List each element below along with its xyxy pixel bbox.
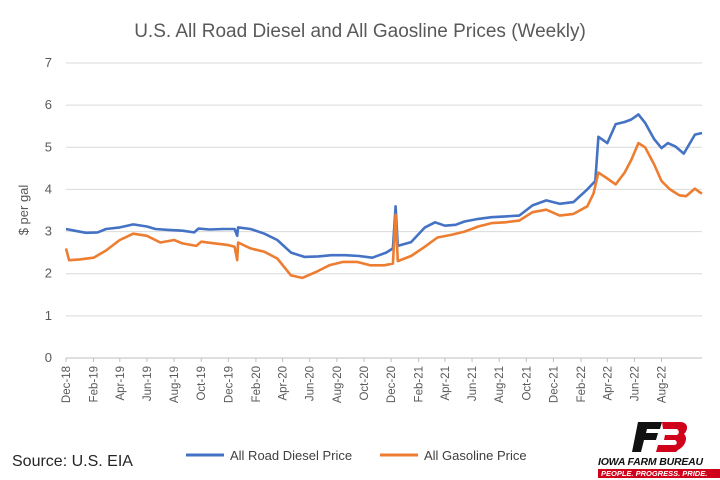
y-tick-label: 5: [45, 139, 52, 154]
x-tick-label: Aug-19: [169, 366, 181, 403]
gridlines: [66, 62, 702, 359]
x-tick-label: Dec-19: [223, 366, 235, 403]
y-tick-label: 2: [45, 266, 52, 281]
x-tick-label: Apr-20: [278, 366, 290, 401]
legend: All Road Diesel Price All Gasoline Price: [186, 448, 527, 463]
x-tick-label: Oct-20: [359, 366, 371, 401]
series-line-gasoline: [64, 141, 703, 280]
x-tick-label: Feb-21: [414, 366, 426, 402]
chart-title: U.S. All Road Diesel and All Gaosline Pr…: [134, 21, 586, 42]
x-tick-label: Jun-21: [467, 366, 479, 401]
x-tick-label: Feb-19: [89, 366, 101, 402]
x-tick-label: Apr-21: [440, 366, 452, 401]
x-axis-ticks: Dec-18 Feb-19 Apr-19 Jun-19 Aug-19 Oct-19 Dec-…: [61, 358, 669, 403]
source-note: Source: U.S. EIA: [12, 453, 133, 470]
x-tick-label: Aug-21: [494, 366, 506, 403]
x-tick-label: Jun-20: [305, 366, 317, 401]
x-tick-label: Dec-18: [61, 366, 73, 403]
x-tick-label: Feb-22: [576, 366, 588, 402]
legend-label-gasoline: All Gasoline Price: [424, 448, 527, 463]
x-tick-label: Apr-22: [602, 366, 614, 401]
y-tick-label: 3: [45, 224, 52, 239]
y-tick-label: 7: [45, 55, 52, 70]
logo-name: IOWA FARM BUREAU: [598, 456, 703, 468]
x-tick-label: Jun-22: [629, 366, 641, 401]
x-tick-label: Dec-20: [386, 366, 398, 403]
x-tick-label: Apr-19: [115, 366, 127, 401]
iowa-farm-bureau-logo: IOWA FARM BUREAU PEOPLE. PROGRESS. PRIDE…: [598, 420, 720, 480]
series-lines: [64, 113, 703, 280]
y-axis-ticks: 0 1 2 3 4 5 6 7: [45, 55, 52, 365]
y-tick-label: 1: [45, 308, 52, 323]
x-tick-label: Jun-19: [142, 366, 154, 401]
x-tick-label: Dec-21: [548, 366, 560, 403]
farm-bureau-logo-icon: [632, 422, 688, 452]
logo-tagline: PEOPLE. PROGRESS. PRIDE.: [598, 469, 720, 478]
x-tick-label: Oct-19: [196, 366, 208, 401]
legend-label-diesel: All Road Diesel Price: [230, 448, 352, 463]
x-tick-label: Aug-22: [657, 366, 669, 403]
y-axis-label: $ per gal: [16, 185, 31, 236]
series-line-diesel: [65, 113, 703, 259]
x-tick-label: Oct-21: [521, 366, 533, 401]
y-tick-label: 4: [45, 181, 52, 196]
x-tick-label: Aug-20: [332, 366, 344, 403]
y-tick-label: 0: [45, 350, 52, 365]
x-tick-label: Feb-20: [251, 366, 263, 402]
y-tick-label: 6: [45, 97, 52, 112]
